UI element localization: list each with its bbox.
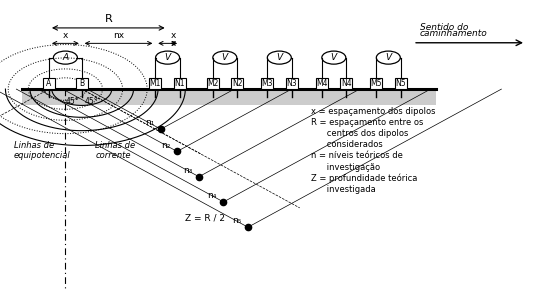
Text: Z = R / 2: Z = R / 2	[185, 214, 225, 223]
Text: n₄: n₄	[208, 191, 217, 200]
Text: n₃: n₃	[183, 166, 192, 175]
Text: investigação: investigação	[311, 162, 380, 172]
Text: M3: M3	[261, 79, 273, 88]
Text: centros dos dipolos: centros dos dipolos	[311, 129, 408, 138]
Bar	[370, 78, 382, 89]
Text: R = espaçamento entre os: R = espaçamento entre os	[311, 118, 423, 127]
Text: n = níveis teóricos de: n = níveis teóricos de	[311, 151, 403, 160]
Text: A: A	[62, 53, 69, 62]
Bar	[22, 89, 436, 105]
Bar	[316, 78, 328, 89]
Text: V: V	[165, 53, 171, 62]
Text: caminhamento: caminhamento	[420, 29, 487, 38]
Bar	[286, 78, 298, 89]
Text: B: B	[79, 79, 84, 88]
Text: M5: M5	[370, 79, 382, 88]
Text: investigada: investigada	[311, 185, 376, 194]
Text: n₅: n₅	[232, 217, 241, 225]
Text: n₁: n₁	[145, 119, 154, 127]
Text: R: R	[105, 14, 112, 24]
Text: n₂: n₂	[161, 141, 171, 150]
Text: V: V	[331, 53, 337, 62]
Text: A: A	[46, 79, 52, 88]
Text: N4: N4	[341, 79, 352, 88]
Bar	[43, 78, 55, 89]
Text: Sentido do: Sentido do	[420, 23, 468, 32]
Bar	[395, 78, 407, 89]
Text: M1: M1	[150, 79, 161, 88]
Bar	[340, 78, 352, 89]
Text: considerados: considerados	[311, 140, 383, 149]
Text: M2: M2	[207, 79, 218, 88]
Text: N3: N3	[286, 79, 297, 88]
Text: N1: N1	[174, 79, 185, 88]
Bar	[207, 78, 219, 89]
Bar	[261, 78, 273, 89]
Text: Linhas de
corrente: Linhas de corrente	[95, 141, 136, 160]
Text: N2: N2	[232, 79, 243, 88]
Text: M4: M4	[316, 79, 328, 88]
Text: x: x	[63, 31, 68, 40]
Text: V: V	[222, 53, 228, 62]
Text: V: V	[276, 53, 282, 62]
Bar	[76, 78, 88, 89]
Text: Z = profundidade teórica: Z = profundidade teórica	[311, 174, 417, 183]
Text: N5: N5	[395, 79, 406, 88]
Text: Linhas de
equipotencial: Linhas de equipotencial	[14, 141, 70, 160]
Text: V: V	[385, 53, 391, 62]
Text: 45°: 45°	[84, 97, 98, 105]
Bar	[231, 78, 243, 89]
Text: nx: nx	[113, 31, 124, 40]
Text: 45°: 45°	[65, 97, 79, 105]
Text: x = espaçamento dos dipolos: x = espaçamento dos dipolos	[311, 107, 435, 116]
Text: x: x	[171, 31, 177, 40]
Bar	[149, 78, 161, 89]
Bar	[174, 78, 186, 89]
